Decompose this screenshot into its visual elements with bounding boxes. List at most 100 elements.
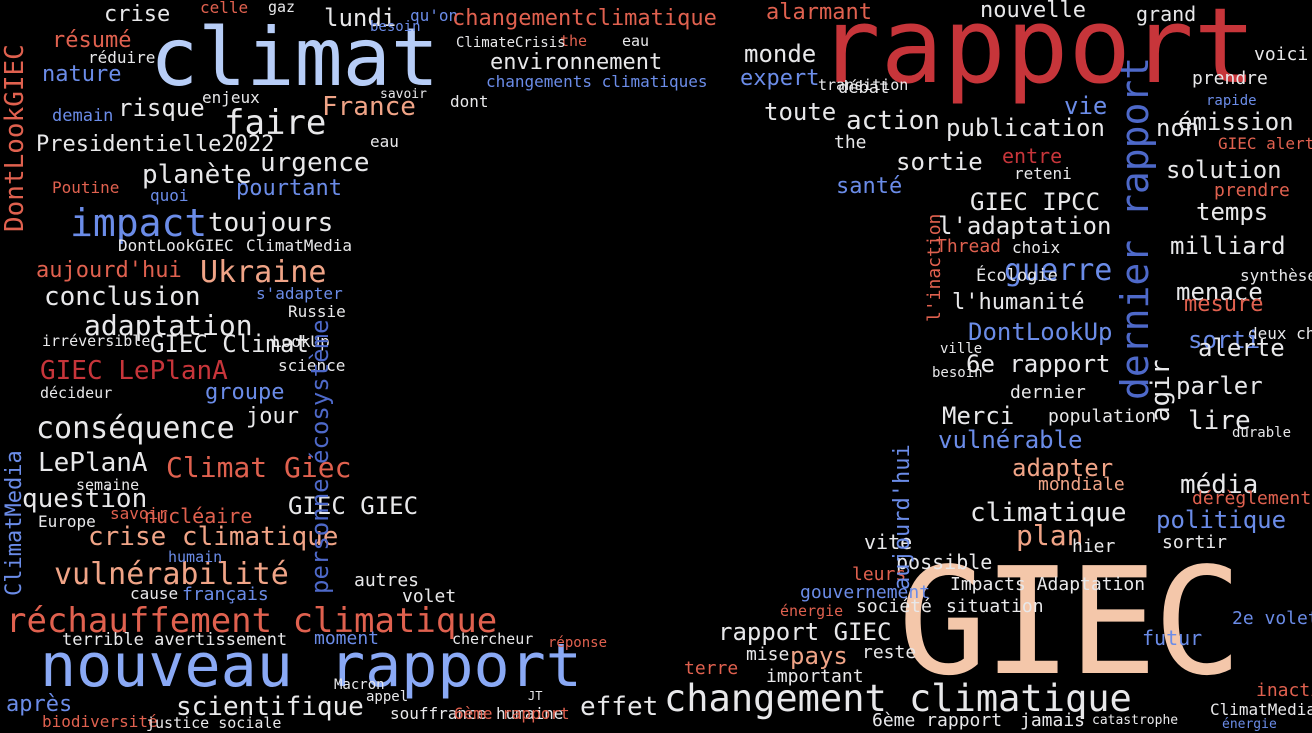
word-candidat: irréversible <box>42 332 151 350</box>
word-toujours: toujours <box>208 208 334 238</box>
word-grave: l'inaction <box>924 213 945 322</box>
word-2e-volet: ClimatMedia <box>1210 700 1312 719</box>
word-sorti: sorti <box>1188 326 1261 354</box>
word-pays: pays <box>790 642 848 670</box>
word-guerre: guerre <box>1004 253 1113 288</box>
word-option: Macron <box>334 677 385 693</box>
word-prendre: prendre <box>1214 180 1290 201</box>
word-question: LePlanA <box>38 448 148 478</box>
word-comprendre: GIEC alerte <box>1218 134 1312 153</box>
word-avenir: groupe <box>205 380 285 405</box>
word-enjeux: eau <box>622 32 650 50</box>
word-limiter: celle <box>200 0 249 17</box>
word-science: science <box>278 356 346 375</box>
word-giec-ipcc: GIEC IPCC <box>970 188 1101 216</box>
word-population: mondiale <box>1038 474 1125 495</box>
word-environnement: environnement <box>490 50 663 75</box>
word-adaptation: vulnérabilité <box>54 557 289 592</box>
word-media: média <box>1180 470 1259 500</box>
word-conflit: leurs <box>852 564 907 585</box>
word-terrible-avertissement: terrible avertissement <box>62 630 288 650</box>
word-biodiversite: dernier <box>1010 382 1086 403</box>
word-alarmant: alarmant <box>766 0 872 25</box>
word-grand: voici <box>1254 44 1309 65</box>
word-societe: société <box>856 596 932 617</box>
word-lire: lire <box>1188 406 1251 436</box>
word-quoi: débat <box>838 78 890 98</box>
word-futur: inaction <box>1256 680 1312 701</box>
word-risque: risque <box>118 94 205 122</box>
word-nouvelle: grand <box>1136 2 1197 26</box>
word-crise: crise <box>104 2 171 27</box>
word-reteni: synthèse <box>1240 266 1312 285</box>
word-climatique: climatique <box>970 498 1127 528</box>
word-ecologie: choix <box>1012 238 1061 257</box>
word-important: important <box>766 666 864 687</box>
word-russie: Russie <box>288 302 346 321</box>
word-reponse: ClimateCrisis <box>456 35 566 51</box>
word-action: action <box>846 106 940 136</box>
word-humain: savoir <box>380 87 427 102</box>
word-urgence: urgence <box>260 148 370 178</box>
word-changement-climatique: changement climatique <box>664 677 1132 720</box>
word-adapter: adapter <box>1012 454 1114 482</box>
word-conclusion: conclusion <box>44 282 201 312</box>
word-sante: santé <box>836 174 903 199</box>
word-apres: après <box>6 692 73 717</box>
word-rapport-giec: rapport GIEC <box>718 618 892 646</box>
word-pourtant: pourtant <box>236 176 342 201</box>
word-entre: entre <box>1002 144 1063 168</box>
word-dereglement-climatique: aujourd'hui <box>890 444 915 590</box>
word-gouvernement: gouvernement <box>800 582 931 603</box>
word-voici: prendre <box>1192 68 1268 89</box>
word-reste: Impacts Adaptation <box>950 574 1146 595</box>
word-nouveau-rapport: nouveau rapport <box>40 631 582 701</box>
word-rechauffement-climatique: réchauffement climatique <box>6 601 498 641</box>
word-macron: transition <box>818 76 909 94</box>
word-climatmedia-2: ClimatMedia <box>246 236 352 255</box>
word-durable: réponse <box>548 635 608 651</box>
word-possible: hier <box>1072 536 1116 557</box>
word-lundi: lundi <box>324 4 397 32</box>
word-dernier: population <box>1048 406 1157 427</box>
word-risques-climatiques: appel <box>366 689 409 705</box>
word-menace: menace <box>1176 278 1263 306</box>
word-vulnerabilite: crise climatique <box>88 522 339 552</box>
word-travail: demain <box>52 106 114 126</box>
word-eau: Écologie <box>976 266 1058 286</box>
word-expert: expert <box>740 66 820 91</box>
word-climatmedia: 6ème rapport <box>872 710 1003 731</box>
word-toute: toute <box>764 98 837 126</box>
word-mettre: sortir <box>1162 532 1228 553</box>
word-solution: solution <box>1166 156 1282 184</box>
word-crise-climatique: question <box>22 484 148 514</box>
word-demain: eau <box>370 132 399 151</box>
word-emission: émission <box>1178 108 1294 136</box>
word-jamais: souffrance humaine <box>390 704 564 723</box>
word-debat: gaz <box>268 0 296 16</box>
word-climat: climat <box>150 11 439 104</box>
word-vulnerable: vulnérable <box>938 426 1083 454</box>
word-contre: dont <box>450 92 489 111</box>
word-politique: politique <box>1156 506 1287 534</box>
word-celle: énergie <box>1222 717 1277 732</box>
word-giec-alerte: catastrophe <box>1092 713 1179 728</box>
word-effet: effet <box>580 692 659 722</box>
word-moment: moment <box>314 628 380 649</box>
word-rapport: rapport <box>818 0 1257 107</box>
word-planete: planète <box>142 160 252 190</box>
word-souffrance-humaine: justice sociale <box>146 714 282 732</box>
word-jt: savoir <box>110 504 168 523</box>
word-sortie: sortie <box>896 148 983 176</box>
word-reduire: the <box>560 32 588 50</box>
word-alerte: alerte <box>1198 334 1285 362</box>
word-justice-sociale: biodiversité <box>42 712 158 731</box>
word-ecologique: quoi <box>150 186 189 205</box>
word-thread: deux changer <box>1248 324 1312 343</box>
word-dernier-rapport: dernier rapport <box>1113 56 1157 400</box>
word-merci: Merci <box>942 402 1015 430</box>
word-non: non <box>1156 114 1200 142</box>
word-presidentielle2022: Presidentielle2022 <box>36 132 275 157</box>
word-jour: GIEC GIEC <box>288 492 419 520</box>
